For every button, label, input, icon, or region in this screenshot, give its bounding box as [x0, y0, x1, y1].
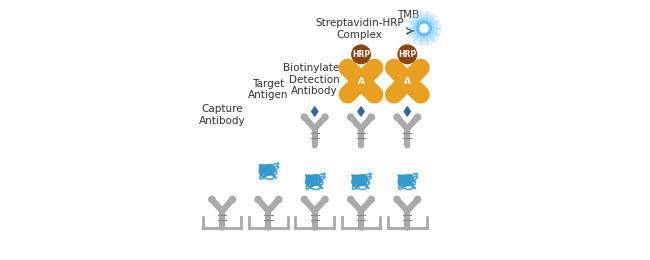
Polygon shape: [311, 107, 318, 116]
Circle shape: [394, 114, 400, 120]
Text: Target
Antigen: Target Antigen: [248, 79, 289, 100]
Circle shape: [266, 225, 271, 230]
Circle shape: [348, 196, 354, 203]
Polygon shape: [404, 107, 410, 116]
Circle shape: [302, 114, 307, 120]
Circle shape: [348, 114, 354, 120]
Text: HRP: HRP: [352, 50, 370, 59]
Circle shape: [313, 225, 317, 230]
Circle shape: [209, 196, 215, 203]
Circle shape: [415, 196, 421, 203]
Polygon shape: [346, 65, 351, 71]
Circle shape: [416, 21, 432, 36]
Circle shape: [398, 45, 417, 64]
Polygon shape: [392, 91, 398, 98]
Polygon shape: [417, 65, 422, 71]
Circle shape: [414, 18, 434, 39]
Circle shape: [415, 114, 421, 120]
Circle shape: [394, 196, 400, 203]
Circle shape: [405, 143, 410, 148]
Circle shape: [405, 225, 410, 230]
Circle shape: [276, 196, 282, 203]
Polygon shape: [370, 91, 376, 98]
Text: A: A: [404, 77, 411, 86]
Text: HRP: HRP: [398, 50, 417, 59]
Polygon shape: [392, 65, 398, 71]
Circle shape: [368, 196, 374, 203]
Circle shape: [420, 24, 428, 32]
Text: A: A: [358, 77, 365, 86]
Polygon shape: [346, 91, 351, 98]
Text: TMB: TMB: [396, 10, 419, 20]
Circle shape: [255, 196, 261, 203]
Polygon shape: [358, 107, 364, 116]
Circle shape: [411, 15, 437, 42]
Circle shape: [322, 114, 328, 120]
Text: Capture
Antibody: Capture Antibody: [199, 104, 246, 126]
Circle shape: [352, 45, 370, 64]
Circle shape: [229, 196, 235, 203]
Circle shape: [322, 196, 328, 203]
Text: Biotinylated
Detection
Antibody: Biotinylated Detection Antibody: [283, 63, 346, 96]
Polygon shape: [417, 91, 422, 98]
Circle shape: [220, 225, 224, 230]
Circle shape: [359, 143, 363, 148]
Circle shape: [359, 225, 363, 230]
Circle shape: [408, 12, 441, 45]
Circle shape: [313, 143, 317, 148]
Text: Streptavidin-HRP
Complex: Streptavidin-HRP Complex: [315, 18, 404, 40]
Polygon shape: [370, 65, 376, 71]
Circle shape: [368, 114, 374, 120]
Circle shape: [302, 196, 307, 203]
